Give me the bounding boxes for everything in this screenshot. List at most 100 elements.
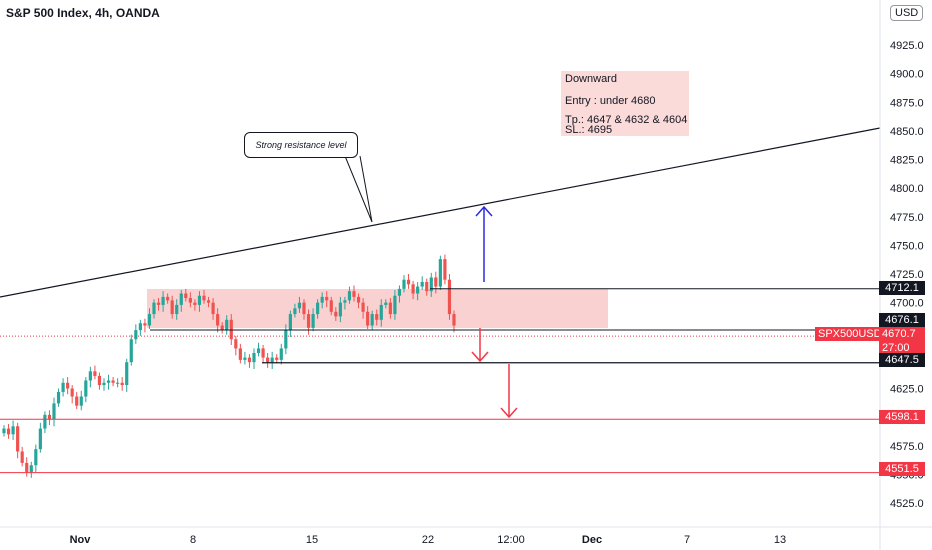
- candle-body: [356, 296, 361, 303]
- candle-body: [311, 314, 315, 328]
- candle-body: [252, 353, 256, 363]
- level-tag-4598: 4598.1: [879, 410, 925, 424]
- candle-body: [302, 302, 306, 315]
- candle-body: [52, 403, 56, 420]
- price-tick-label: 4800.0: [890, 183, 924, 195]
- candle-body: [329, 300, 333, 312]
- candle-body: [261, 348, 265, 358]
- down-arrow-2-head: [500, 407, 518, 419]
- price-tick-label: 4825.0: [890, 155, 924, 167]
- candle-body: [120, 382, 124, 386]
- price-tick-label: 4725.0: [890, 269, 924, 281]
- candle-body: [238, 348, 242, 360]
- level-tag-4676: 4676.1: [879, 313, 925, 327]
- candle-body: [161, 296, 165, 305]
- price-tick-label: 4525.0: [890, 498, 924, 510]
- candle-body: [111, 380, 115, 383]
- candle-body: [388, 302, 392, 315]
- trade-note: Downward Entry : under 4680 Tp.: 4647 & …: [561, 71, 689, 136]
- candle-body: [325, 296, 329, 301]
- candle-body: [211, 302, 215, 315]
- level-tag-4551: 4551.5: [879, 462, 925, 476]
- candle-body: [193, 302, 197, 305]
- candle-body: [66, 382, 70, 389]
- price-tick-label: 4625.0: [890, 384, 924, 396]
- candle-body: [411, 284, 415, 294]
- candle-body: [179, 293, 183, 305]
- time-tick-label: 12:00: [497, 534, 525, 546]
- candles: [2, 254, 456, 478]
- candle-body: [316, 302, 320, 315]
- candle-body: [125, 362, 129, 386]
- level-tag-4712: 4712.1: [879, 281, 925, 295]
- candle-body: [225, 319, 229, 331]
- note-take-profit: Tp.: 4647 & 4632 & 4604: [565, 114, 688, 126]
- price-tick-label: 4775.0: [890, 212, 924, 224]
- candle-body: [202, 295, 206, 301]
- price-tick-label: 4925.0: [890, 40, 924, 52]
- symbol-title: S&P 500 Index, 4h, OANDA: [6, 6, 160, 20]
- candle-body: [288, 314, 292, 331]
- candle-body: [279, 348, 283, 360]
- candle-body: [175, 304, 179, 315]
- time-tick-label: 7: [684, 534, 690, 546]
- price-tick-label: 4700.0: [890, 298, 924, 310]
- callout-pointer: [344, 155, 373, 223]
- candle-body: [420, 282, 424, 287]
- price-tick-label: 4900.0: [890, 69, 924, 81]
- candle-body: [166, 296, 170, 301]
- candle-body: [129, 339, 133, 363]
- price-tick-label: 4850.0: [890, 126, 924, 138]
- candle-body: [402, 279, 406, 289]
- candle-body: [6, 428, 11, 435]
- level-tag-4647: 4647.5: [879, 353, 925, 367]
- note-stop-loss: SL.: 4695: [565, 124, 613, 136]
- bar-countdown: 27:00: [882, 342, 910, 354]
- candle-body: [84, 380, 88, 397]
- candle-body: [43, 414, 47, 429]
- candle-body: [243, 357, 247, 360]
- candle-body: [234, 339, 238, 349]
- candle-body: [352, 291, 356, 297]
- time-axis: Nov 8 15 22 12:00 Dec 7 13: [0, 526, 932, 546]
- candle-body: [370, 314, 374, 326]
- candle-body: [247, 357, 252, 363]
- candle-body: [429, 277, 433, 292]
- candle-body: [156, 302, 161, 305]
- candle-body: [220, 325, 224, 331]
- candle-body: [306, 314, 311, 328]
- candle-body: [147, 314, 152, 326]
- candle-body: [47, 414, 52, 420]
- candle-body: [70, 388, 74, 397]
- time-tick-label: 8: [190, 534, 196, 546]
- candle-body: [343, 300, 347, 303]
- candle-body: [379, 304, 383, 320]
- candle-body: [266, 357, 270, 363]
- candle-body: [434, 277, 438, 287]
- candle-body: [293, 308, 297, 315]
- candle-body: [56, 391, 61, 404]
- candle-body: [416, 286, 420, 294]
- down-arrow-1-head: [471, 351, 489, 363]
- candle-body: [16, 426, 20, 452]
- candle-body: [216, 314, 220, 326]
- candle-body: [116, 382, 120, 384]
- candle-body: [270, 357, 274, 363]
- price-tick-label: 4750.0: [890, 240, 924, 252]
- candle-body: [170, 300, 174, 315]
- note-entry: Entry : under 4680: [565, 95, 656, 107]
- candle-body: [347, 291, 352, 301]
- candle-body: [452, 314, 456, 326]
- currency-button[interactable]: USD: [890, 5, 924, 21]
- candle-body: [184, 293, 188, 299]
- trendline: [0, 127, 881, 298]
- candle-body: [361, 302, 365, 312]
- candle-body: [297, 302, 302, 309]
- candle-body: [106, 380, 111, 383]
- time-tick-label: 22: [422, 534, 434, 546]
- candle-body: [97, 375, 102, 386]
- candle-body: [25, 462, 29, 473]
- candle-body: [447, 279, 452, 315]
- candle-body: [375, 314, 379, 320]
